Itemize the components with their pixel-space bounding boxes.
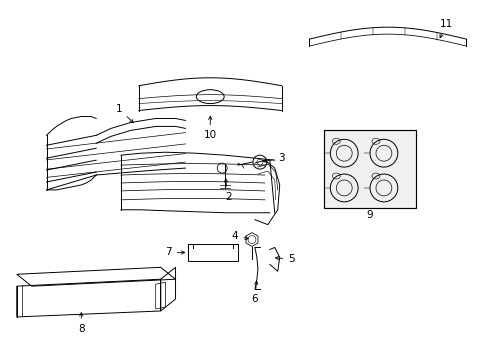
Bar (324, 130, 415, 208)
Text: 6: 6 (251, 281, 258, 304)
Text: 10: 10 (203, 116, 216, 140)
Text: 2: 2 (224, 179, 231, 202)
Text: 9: 9 (366, 210, 372, 220)
Text: 5: 5 (275, 255, 294, 264)
Text: 4: 4 (231, 230, 248, 240)
Text: 11: 11 (439, 19, 452, 38)
Text: 1: 1 (116, 104, 133, 123)
Text: 8: 8 (78, 313, 84, 334)
Text: 3: 3 (263, 153, 285, 163)
Bar (188, 243, 238, 261)
Text: 7: 7 (165, 247, 184, 257)
